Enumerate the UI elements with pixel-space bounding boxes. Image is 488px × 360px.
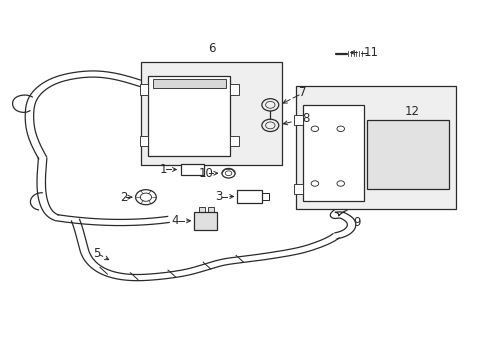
Text: 8: 8 [301,112,308,125]
Bar [296,86,455,209]
Text: 10: 10 [198,167,213,180]
Text: 7: 7 [299,86,306,99]
Bar [140,84,148,95]
Bar [366,120,448,189]
Bar [141,62,282,165]
Text: 5: 5 [93,247,100,260]
Bar [208,207,214,212]
Bar [230,84,238,95]
Bar [230,136,238,146]
Bar [303,105,364,201]
Bar [293,184,303,194]
Text: 3: 3 [215,190,222,203]
Text: 2: 2 [120,191,127,204]
Text: 1: 1 [159,163,167,176]
Text: 9: 9 [353,216,360,229]
Text: 12: 12 [404,105,419,118]
Bar [140,136,148,146]
Bar [199,207,204,212]
Bar [237,190,262,203]
Text: 6: 6 [207,42,215,55]
Bar [153,79,225,88]
Text: 11: 11 [363,46,378,59]
Bar [293,115,303,125]
Text: 4: 4 [171,214,179,227]
Bar [194,212,216,230]
Bar [181,164,203,175]
Bar [148,76,230,156]
